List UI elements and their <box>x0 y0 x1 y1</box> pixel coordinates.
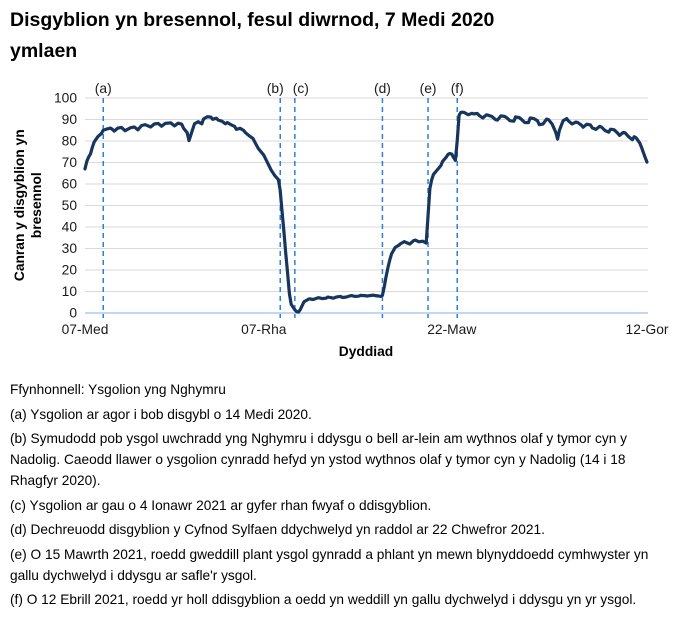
event-label-c: (c) <box>293 81 309 96</box>
x-tick-label: 12-Gor <box>626 322 669 337</box>
footnote-c: (c) Ysgolion ar gau o 4 Ionawr 2021 ar g… <box>10 497 432 513</box>
x-tick-label: 07-Med <box>62 322 109 337</box>
event-label-b: (b) <box>267 81 284 96</box>
chart-title: Disgyblion yn bresennol, fesul diwrnod, … <box>10 5 650 67</box>
chart-title-line-2: ymlaen <box>10 39 78 62</box>
y-tick-label: 100 <box>54 91 77 106</box>
footnotes: Ffynhonnell: Ysgolion yng Nghymru (a) Ysg… <box>10 379 662 614</box>
footnote-f: (f) O 12 Ebrill 2021, roedd yr holl ddis… <box>10 592 637 607</box>
y-tick-label: 50 <box>62 198 78 213</box>
footnote-b: (b) Symudodd pob ysgol uwchradd yng Nghy… <box>10 431 627 488</box>
footnote-d: (d) Dechreuodd disgyblion y Cyfnod Sylfa… <box>10 522 545 537</box>
x-tick-label: 22-Maw <box>427 322 476 337</box>
footnote-source: Ffynhonnell: Ysgolion yng Nghymru <box>10 382 226 397</box>
y-tick-label: 0 <box>69 306 77 321</box>
y-tick-label: 10 <box>62 284 78 299</box>
y-tick-label: 90 <box>62 112 78 127</box>
y-tick-label: 80 <box>62 134 78 149</box>
y-tick-label: 20 <box>62 263 78 278</box>
event-label-d: (d) <box>374 81 391 96</box>
event-label-f: (f) <box>451 81 464 96</box>
event-label-a: (a) <box>95 81 112 96</box>
y-tick-label: 40 <box>62 220 78 235</box>
y-tick-label: 70 <box>62 155 78 170</box>
footnote-a: (a) Ysgolion ar agor i bob disgybl o 14 … <box>10 406 312 422</box>
footnote-e: (e) O 15 Mawrth 2021, roedd gweddill pla… <box>10 546 649 583</box>
x-axis-title: Dyddiad <box>338 344 394 359</box>
y-tick-label: 60 <box>62 177 78 192</box>
x-tick-label: 07-Rha <box>241 322 287 337</box>
chart-title-line-1: Disgyblion yn bresennol, fesul diwrnod, … <box>10 9 495 31</box>
data-line <box>83 110 649 314</box>
event-label-e: (e) <box>420 81 437 96</box>
y-tick-label: 30 <box>62 241 78 256</box>
